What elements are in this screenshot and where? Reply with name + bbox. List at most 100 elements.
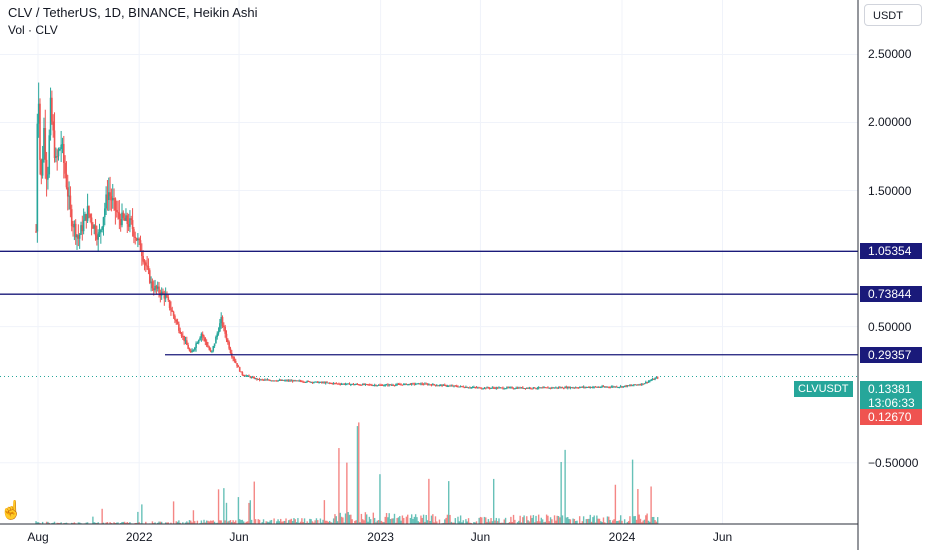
volume-bar (535, 515, 537, 524)
volume-bar (572, 518, 574, 524)
candle-body (609, 387, 611, 389)
candle-body (80, 225, 82, 235)
candle-body (502, 387, 504, 389)
volume-bar (646, 513, 648, 524)
candle-body (111, 198, 114, 201)
candle-body (326, 382, 328, 384)
candle-body (97, 233, 99, 240)
candle-body (396, 384, 398, 386)
countdown-label: 13:06:33 (860, 395, 922, 411)
candle-body (602, 386, 605, 388)
volume-bar (414, 514, 417, 524)
candle-body (466, 386, 469, 388)
candle-body (498, 387, 500, 389)
volume-bar (176, 521, 179, 524)
candle-body (652, 378, 655, 380)
volume-bar (192, 510, 195, 524)
candle-body (482, 388, 484, 390)
candle-body (249, 376, 252, 378)
currency-button[interactable]: USDT (864, 4, 922, 26)
volume-bar (412, 518, 414, 524)
candle-body (458, 386, 461, 388)
hand-pointer-icon[interactable]: ☝ (0, 500, 23, 520)
candle-body (537, 387, 540, 389)
volume-bar (123, 521, 126, 524)
volume-bar (407, 514, 409, 524)
candle-body (310, 381, 312, 383)
candle-body (487, 387, 490, 389)
candle-body (118, 212, 121, 219)
volume-bar (540, 517, 543, 524)
volume-bar (122, 521, 125, 524)
candle-body (196, 342, 199, 344)
candle-body (232, 356, 234, 359)
candle-body (380, 384, 383, 386)
volume-bar (588, 518, 590, 524)
candle-body (614, 386, 617, 388)
candle-body (450, 385, 453, 387)
candle-body (200, 333, 203, 338)
volume-bar (381, 521, 384, 524)
volume-bar (175, 521, 177, 524)
volume-bar (417, 521, 419, 524)
candle-body (225, 333, 228, 340)
volume-bar (285, 518, 287, 524)
candle-body (500, 387, 503, 389)
candle-body (201, 333, 204, 337)
volume-bar (340, 516, 343, 524)
volume-bar (469, 522, 471, 524)
candle-body (556, 387, 558, 389)
candle-body (507, 387, 510, 389)
candle-body (338, 383, 340, 385)
grid (0, 0, 858, 524)
axes (0, 0, 859, 550)
chart-title: CLV / TetherUS, 1D, BINANCE, Heikin Ashi (8, 5, 258, 20)
candle-body (81, 225, 84, 232)
volume-bar (212, 520, 214, 524)
candle-body (437, 385, 439, 387)
volume-bar (492, 478, 495, 524)
candle-body (283, 380, 286, 382)
candle-body (150, 281, 152, 283)
candle-body (121, 212, 123, 226)
candle-body (290, 380, 293, 382)
volume-bar (609, 519, 611, 524)
volume-bar (409, 517, 412, 524)
y-tick-label: 2.50000 (868, 47, 912, 62)
candle-body (516, 387, 519, 389)
candle-body (245, 375, 248, 377)
volume-bar (594, 522, 597, 524)
candle-body (484, 387, 487, 389)
candle-body (274, 380, 277, 382)
volume-bar (78, 522, 81, 524)
candle-body (354, 384, 356, 386)
candle-body (627, 385, 630, 387)
volume-bar (346, 462, 348, 524)
candle-body (305, 382, 307, 384)
volume-bar (293, 518, 295, 524)
volume-bar (221, 522, 224, 524)
volume-bar (530, 515, 532, 524)
candles (35, 82, 659, 390)
level-label: 1.05354 (860, 243, 922, 260)
candle-body (389, 384, 392, 386)
volume-bar (277, 519, 279, 524)
volume-bar (35, 521, 37, 524)
candle-body (264, 379, 266, 381)
candle-body (377, 384, 380, 386)
volume-bar (413, 516, 416, 524)
candle-body (197, 340, 200, 343)
volume-bar (438, 519, 441, 524)
volume-bar (526, 516, 528, 524)
volume-bar (445, 517, 447, 524)
volume-bar (555, 520, 557, 524)
candle-body (475, 387, 478, 389)
candle-body (40, 159, 43, 176)
candle-body (331, 383, 334, 385)
candle-body (528, 387, 531, 389)
volume-bar (596, 515, 598, 524)
candle-body (420, 383, 422, 385)
volume-bar (45, 521, 48, 524)
